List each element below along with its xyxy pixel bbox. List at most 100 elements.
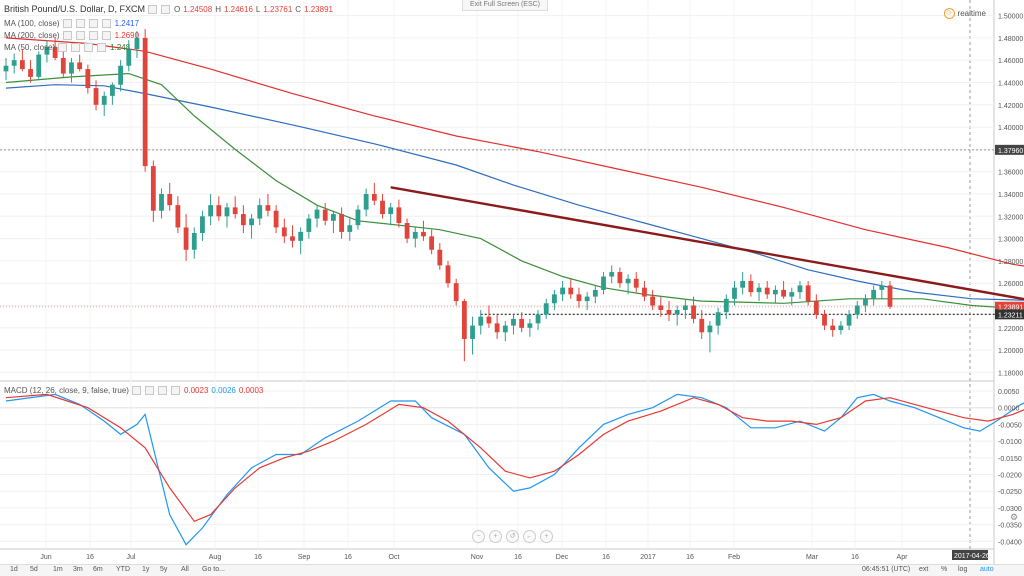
ma200-line: [5, 37, 1024, 267]
candle-body: [797, 285, 803, 293]
candle-body: [19, 60, 25, 70]
axis-settings-gear-icon[interactable]: ⚙: [1010, 512, 1019, 522]
timeframe-1y[interactable]: 1y: [142, 566, 150, 573]
reset-view-button[interactable]: ↺: [506, 530, 519, 543]
ma200-legend[interactable]: MA (200, close) 1.2690: [4, 31, 139, 40]
time-tick-label: 16: [851, 554, 859, 561]
candle-body: [813, 301, 819, 315]
candle-body: [478, 316, 484, 326]
candle-body: [502, 325, 508, 333]
candle-body: [142, 37, 148, 167]
price-tick-label: 1.30000: [998, 237, 1023, 244]
ma100-more-button[interactable]: [101, 19, 111, 28]
candle-body: [175, 205, 181, 228]
legend-settings-button[interactable]: [161, 4, 171, 14]
candle-body: [44, 46, 50, 55]
candle-body: [887, 285, 893, 307]
candle-body: [756, 287, 762, 293]
log-toggle[interactable]: log: [958, 566, 968, 573]
scroll-right-button[interactable]: +: [540, 530, 553, 543]
candle-body: [52, 46, 58, 58]
candle-body: [470, 325, 475, 339]
candle-body: [789, 292, 795, 297]
ma100-close-button[interactable]: [88, 19, 98, 28]
timeframe-1d[interactable]: 1d: [10, 566, 18, 573]
macd-more-button[interactable]: [170, 386, 180, 395]
macd-close-button[interactable]: [157, 386, 167, 395]
percent-toggle[interactable]: %: [941, 566, 948, 573]
candle-body: [764, 287, 770, 295]
price-tick-label: 1.28000: [998, 259, 1023, 266]
timeframe-ytd[interactable]: YTD: [116, 566, 130, 573]
utc-clock[interactable]: 06:45:51 (UTC): [862, 566, 911, 573]
ma50-settings-button[interactable]: [71, 43, 81, 52]
symbol-title: British Pound/U.S. Dollar, D, FXCM: [4, 4, 146, 14]
candle-body: [167, 194, 173, 206]
timeframe-1m[interactable]: 1m: [53, 566, 63, 573]
macd-tick-label: -0.0300: [998, 506, 1022, 513]
candle-body: [781, 289, 786, 297]
ma200-settings-button[interactable]: [75, 31, 85, 40]
ohlc-low-value: 1.23761: [263, 4, 293, 14]
realtime-label: realtime: [957, 9, 986, 18]
macd-legend[interactable]: MACD (12, 26, close, 9, false, true) 0.0…: [4, 386, 263, 395]
macd-eye-button[interactable]: [131, 386, 141, 395]
ma100-settings-button[interactable]: [75, 19, 85, 28]
ma100-legend[interactable]: MA (100, close) 1.2417: [4, 19, 139, 28]
timeframe-3m[interactable]: 3m: [73, 566, 83, 573]
timeframe-5d[interactable]: 5d: [30, 566, 38, 573]
macd-tick-label: -0.0250: [998, 489, 1022, 496]
macd-signal-value: 0.0003: [238, 386, 264, 395]
ma100-eye-button[interactable]: [62, 19, 72, 28]
time-tick-label: 16: [602, 554, 610, 561]
candle-body: [126, 49, 132, 66]
time-tick-label: Aug: [209, 554, 222, 561]
candle-body: [396, 207, 402, 223]
candle-body: [674, 309, 680, 315]
ma200-more-button[interactable]: [101, 31, 111, 40]
candle-body: [437, 249, 443, 266]
candle-body: [69, 62, 74, 74]
candle-body: [249, 218, 254, 226]
candle-body: [511, 318, 516, 326]
zoom-in-button[interactable]: +: [489, 530, 502, 543]
candle-body: [36, 54, 42, 77]
ma50-close-button[interactable]: [84, 43, 94, 52]
exit-fullscreen-button[interactable]: Exit Full Screen (ESC): [462, 0, 548, 11]
candle-body: [854, 305, 860, 315]
macd-tick-label: -0.0350: [998, 523, 1022, 530]
ohlc-close-value: 1.23891: [304, 4, 333, 14]
ohlc-high-value: 1.24616: [223, 4, 253, 14]
timeframe-all[interactable]: All: [181, 566, 189, 573]
goto-date-button[interactable]: Go to...: [202, 566, 225, 573]
ma50-more-button[interactable]: [97, 43, 107, 52]
ma50-legend[interactable]: MA (50, close) 1.248: [4, 43, 130, 52]
timeframe-6m[interactable]: 6m: [93, 566, 103, 573]
timeframe-5y[interactable]: 5y: [160, 566, 168, 573]
candle-body: [273, 210, 279, 228]
candle-body: [445, 265, 451, 284]
ma200-eye-button[interactable]: [62, 31, 72, 40]
zoom-out-button[interactable]: −: [472, 530, 485, 543]
ext-toggle[interactable]: ext: [919, 566, 929, 573]
candle-body: [183, 227, 189, 250]
auto-toggle[interactable]: auto: [980, 566, 994, 573]
candle-body: [3, 65, 9, 72]
candle-body: [216, 205, 222, 217]
macd-settings-button[interactable]: [144, 386, 154, 395]
legend-toggle-button[interactable]: [148, 4, 158, 14]
candle-body: [609, 272, 615, 277]
scroll-left-button[interactable]: ←: [523, 530, 536, 543]
price-label-text: 1.23891: [998, 305, 1023, 312]
price-tick-label: 1.44000: [998, 80, 1023, 87]
candle-body: [101, 95, 107, 105]
candle-body: [298, 231, 304, 241]
ma50-eye-button[interactable]: [58, 43, 68, 52]
candle-body: [871, 289, 877, 299]
bottom-toolbar: 1d 5d 1m 3m 6m YTD 1y 5y All Go to... 06…: [0, 564, 1024, 576]
ma200-close-button[interactable]: [88, 31, 98, 40]
time-tick-label: 16: [254, 554, 262, 561]
candle-body: [191, 233, 197, 250]
cursor-date-label: 2017-04-26: [954, 553, 990, 560]
